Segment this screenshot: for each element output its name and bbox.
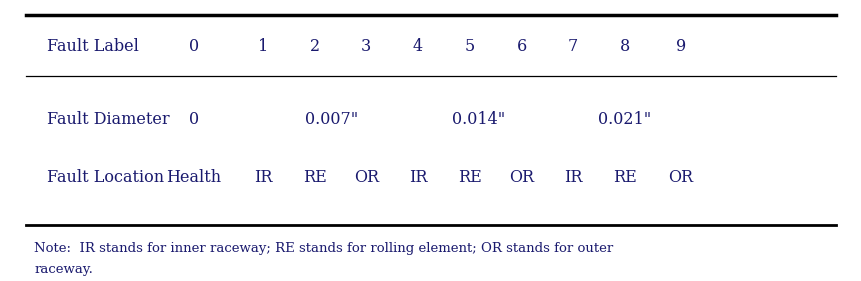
Text: 8: 8 [619, 38, 629, 55]
Text: raceway.: raceway. [34, 263, 93, 276]
Text: IR: IR [408, 169, 427, 185]
Text: 0.007": 0.007" [305, 111, 358, 128]
Text: 6: 6 [516, 38, 526, 55]
Text: Fault Location: Fault Location [47, 169, 164, 185]
Text: RE: RE [612, 169, 636, 185]
Text: 9: 9 [675, 38, 685, 55]
Text: 1: 1 [257, 38, 268, 55]
Text: 7: 7 [567, 38, 578, 55]
Text: Fault Diameter: Fault Diameter [47, 111, 170, 128]
Text: RE: RE [457, 169, 481, 185]
Text: 0.014": 0.014" [451, 111, 505, 128]
Text: 0.021": 0.021" [598, 111, 651, 128]
Text: 5: 5 [464, 38, 474, 55]
Text: 0: 0 [189, 111, 199, 128]
Text: OR: OR [667, 169, 693, 185]
Text: 0: 0 [189, 38, 199, 55]
Text: 4: 4 [412, 38, 423, 55]
Text: 3: 3 [361, 38, 371, 55]
Text: 2: 2 [309, 38, 319, 55]
Text: Fault Label: Fault Label [47, 38, 139, 55]
Text: RE: RE [302, 169, 326, 185]
Text: Note:  IR stands for inner raceway; RE stands for rolling element; OR stands for: Note: IR stands for inner raceway; RE st… [34, 242, 613, 255]
Text: Health: Health [166, 169, 221, 185]
Text: IR: IR [563, 169, 582, 185]
Text: OR: OR [353, 169, 379, 185]
Text: IR: IR [253, 169, 272, 185]
Text: OR: OR [508, 169, 534, 185]
